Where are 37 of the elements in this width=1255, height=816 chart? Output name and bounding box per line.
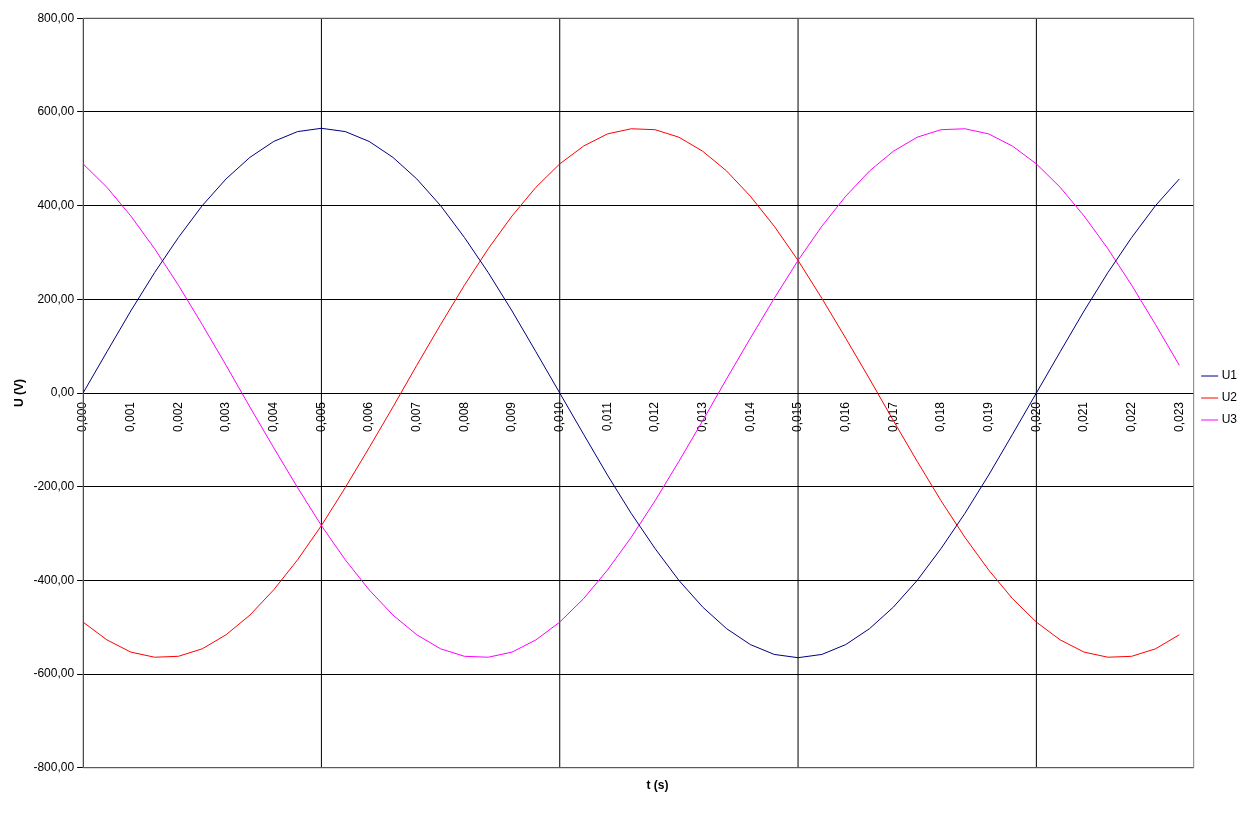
x-tick-label: 0,013 <box>695 401 710 433</box>
y-tick-label: -800,00 <box>33 760 75 775</box>
y-tick-label: -400,00 <box>33 572 75 587</box>
y-tick-label: 200,00 <box>37 291 75 306</box>
x-tick-label: 0,014 <box>742 401 757 433</box>
x-tick-label: 0,006 <box>361 401 376 433</box>
y-axis-title: U (V) <box>11 379 26 407</box>
x-axis-title: t (s) <box>645 778 670 792</box>
x-tick-label: 0,001 <box>123 401 138 433</box>
x-tick-label: 0,021 <box>1076 401 1091 433</box>
x-tick-label: 0,008 <box>456 401 471 433</box>
x-tick-label: 0,010 <box>552 401 567 433</box>
legend-label: U3 <box>1221 412 1238 427</box>
legend-label: U1 <box>1221 368 1238 383</box>
x-tick-label: 0,015 <box>790 401 805 433</box>
x-tick-label: 0,011 <box>599 401 614 432</box>
x-tick-label: 0,017 <box>885 401 900 433</box>
x-tick-label: 0,019 <box>981 401 996 433</box>
x-tick-label: 0,002 <box>170 401 185 433</box>
y-tick-label: 600,00 <box>37 104 75 119</box>
x-tick-label: 0,009 <box>504 401 519 433</box>
y-tick-label: 400,00 <box>37 197 75 212</box>
y-tick-label: -600,00 <box>33 666 75 681</box>
y-tick-label: -200,00 <box>33 479 75 494</box>
x-tick-label: 0,004 <box>266 401 281 433</box>
y-tick-label: 800,00 <box>37 10 75 25</box>
x-tick-label: 0,005 <box>313 401 328 433</box>
x-tick-label: 0,016 <box>838 401 853 433</box>
x-tick-label: 0,020 <box>1028 401 1043 433</box>
legend-label: U2 <box>1221 390 1238 405</box>
x-tick-label: 0,018 <box>933 401 948 433</box>
x-tick-label: 0,023 <box>1171 401 1186 433</box>
x-tick-label: 0,012 <box>647 401 662 433</box>
x-tick-label: 0,003 <box>218 401 233 433</box>
x-tick-label: 0,007 <box>409 401 424 433</box>
y-tick-label: 0,00 <box>50 385 75 400</box>
x-tick-label: 0,022 <box>1124 401 1139 433</box>
